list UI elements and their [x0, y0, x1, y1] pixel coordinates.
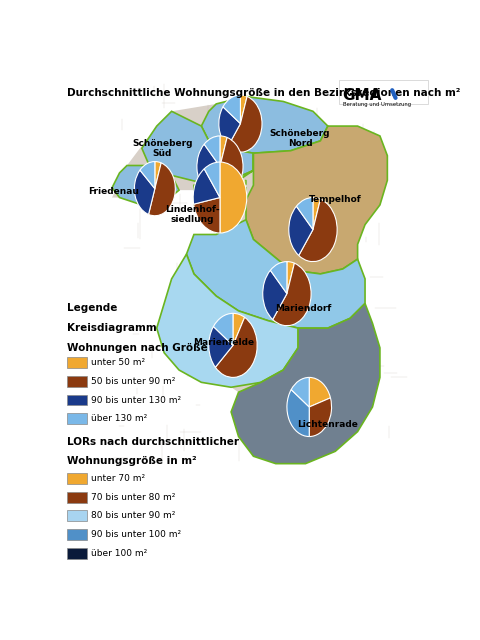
Wedge shape: [223, 95, 240, 124]
Wedge shape: [291, 378, 309, 407]
Text: Mariendorf: Mariendorf: [276, 304, 332, 313]
Text: LORs nach durchschnittlicher: LORs nach durchschnittlicher: [67, 436, 240, 447]
Polygon shape: [194, 180, 246, 211]
Wedge shape: [204, 136, 220, 166]
FancyBboxPatch shape: [67, 395, 87, 406]
Text: unter 70 m²: unter 70 m²: [91, 474, 145, 483]
Text: Legende: Legende: [67, 303, 118, 314]
Wedge shape: [209, 326, 233, 367]
FancyBboxPatch shape: [67, 376, 87, 387]
Wedge shape: [193, 169, 220, 204]
Wedge shape: [197, 144, 220, 191]
Wedge shape: [140, 161, 155, 189]
Text: 50 bis unter 90 m²: 50 bis unter 90 m²: [91, 377, 176, 386]
Wedge shape: [313, 198, 321, 230]
Text: Wohnungen nach Größe: Wohnungen nach Größe: [67, 343, 208, 353]
Polygon shape: [202, 97, 328, 153]
Wedge shape: [309, 378, 330, 407]
Wedge shape: [299, 199, 337, 262]
Text: Lindenhof-
siedlung: Lindenhof- siedlung: [165, 205, 219, 225]
Wedge shape: [216, 317, 257, 378]
Wedge shape: [206, 138, 243, 197]
Wedge shape: [289, 206, 313, 255]
Polygon shape: [142, 111, 253, 183]
Text: 70 bis unter 80 m²: 70 bis unter 80 m²: [91, 493, 176, 502]
Wedge shape: [214, 314, 233, 346]
Text: 90 bis unter 130 m²: 90 bis unter 130 m²: [91, 396, 181, 404]
FancyBboxPatch shape: [67, 413, 87, 424]
Text: Kreisdiagramm: Kreisdiagramm: [67, 323, 157, 333]
Text: Lichtenrade: Lichtenrade: [298, 420, 358, 429]
Text: Friedenau: Friedenau: [88, 187, 139, 196]
Wedge shape: [134, 170, 155, 214]
Wedge shape: [287, 390, 309, 436]
Text: Schöneberg
Süd: Schöneberg Süd: [132, 138, 192, 158]
Wedge shape: [220, 136, 227, 166]
Text: Schöneberg
Nord: Schöneberg Nord: [270, 129, 330, 148]
Wedge shape: [270, 262, 287, 294]
Text: 90 bis unter 100 m²: 90 bis unter 100 m²: [91, 530, 181, 539]
Polygon shape: [156, 254, 298, 387]
FancyBboxPatch shape: [67, 492, 87, 502]
Text: unter 50 m²: unter 50 m²: [91, 358, 145, 367]
Wedge shape: [233, 314, 245, 346]
Polygon shape: [112, 97, 387, 463]
Polygon shape: [231, 303, 380, 463]
Wedge shape: [204, 162, 220, 198]
Wedge shape: [155, 161, 161, 189]
Wedge shape: [273, 263, 311, 326]
Wedge shape: [287, 262, 294, 294]
FancyBboxPatch shape: [67, 511, 87, 522]
Wedge shape: [228, 97, 262, 152]
Wedge shape: [297, 198, 313, 230]
Text: GMA: GMA: [343, 88, 382, 102]
Polygon shape: [112, 166, 179, 205]
Polygon shape: [186, 220, 365, 328]
FancyBboxPatch shape: [67, 529, 87, 540]
Wedge shape: [309, 398, 332, 436]
Polygon shape: [194, 153, 253, 198]
Text: Wohnungsgröße in m²: Wohnungsgröße in m²: [67, 456, 197, 467]
FancyBboxPatch shape: [67, 357, 87, 368]
Wedge shape: [240, 95, 247, 124]
Wedge shape: [219, 107, 240, 147]
Polygon shape: [246, 126, 387, 274]
FancyBboxPatch shape: [67, 548, 87, 559]
Text: Marienfelde: Marienfelde: [193, 339, 254, 348]
Text: über 100 m²: über 100 m²: [91, 549, 147, 558]
FancyBboxPatch shape: [339, 80, 428, 104]
Wedge shape: [193, 198, 220, 233]
Text: Tempelhof: Tempelhof: [309, 195, 361, 205]
Text: Durchschnittliche Wohnungsgröße in den Bezirksregionen nach m²: Durchschnittliche Wohnungsgröße in den B…: [67, 88, 461, 98]
Wedge shape: [148, 163, 175, 216]
Text: Beratung und Umsetzung: Beratung und Umsetzung: [343, 102, 411, 108]
Text: 80 bis unter 90 m²: 80 bis unter 90 m²: [91, 511, 176, 520]
Wedge shape: [263, 270, 287, 319]
Text: über 130 m²: über 130 m²: [91, 414, 147, 423]
Wedge shape: [220, 162, 247, 233]
FancyBboxPatch shape: [67, 473, 87, 484]
